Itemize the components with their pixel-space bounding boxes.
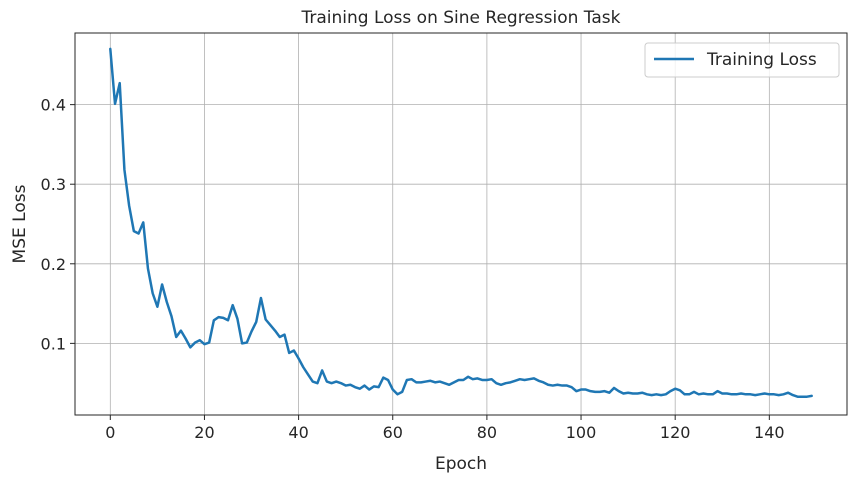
y-axis-label: MSE Loss — [10, 184, 30, 263]
legend-box — [644, 42, 840, 78]
x-axis-label: Epoch — [435, 454, 487, 474]
x-tick-label: 60 — [383, 423, 403, 442]
series-layer — [109, 47, 813, 398]
plot-area-frame — [74, 32, 848, 416]
y-tick-label: 0.3 — [41, 175, 66, 194]
y-tick-label: 0.2 — [41, 255, 66, 274]
x-tick-label: 100 — [566, 423, 597, 442]
x-tick-label: 20 — [194, 423, 214, 442]
x-tick-label: 80 — [477, 423, 497, 442]
chart-title: Training Loss on Sine Regression Task — [301, 8, 621, 28]
y-tick-label: 0.1 — [41, 334, 66, 353]
series-line — [109, 47, 813, 398]
x-tick-label: 140 — [754, 423, 785, 442]
y-tick-label: 0.4 — [41, 96, 66, 115]
x-tick-label: 40 — [288, 423, 308, 442]
y-axis-ticks: 0.1 0.2 0.3 0.4 — [41, 96, 75, 353]
legend: Training Loss — [644, 42, 840, 78]
grid-lines — [75, 33, 847, 415]
legend-label: Training Loss — [706, 50, 817, 70]
x-tick-label: 0 — [105, 423, 115, 442]
x-axis-ticks: 0 20 40 60 80 100 120 140 — [105, 415, 785, 442]
x-tick-label: 120 — [660, 423, 691, 442]
